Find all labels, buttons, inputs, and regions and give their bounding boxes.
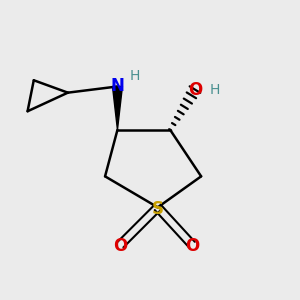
Text: N: N (110, 77, 124, 95)
Text: O: O (185, 237, 199, 255)
Polygon shape (112, 86, 122, 130)
Text: H: H (210, 82, 220, 97)
Text: O: O (113, 237, 128, 255)
Text: O: O (188, 81, 202, 99)
Text: S: S (152, 200, 164, 218)
Text: H: H (130, 69, 140, 82)
